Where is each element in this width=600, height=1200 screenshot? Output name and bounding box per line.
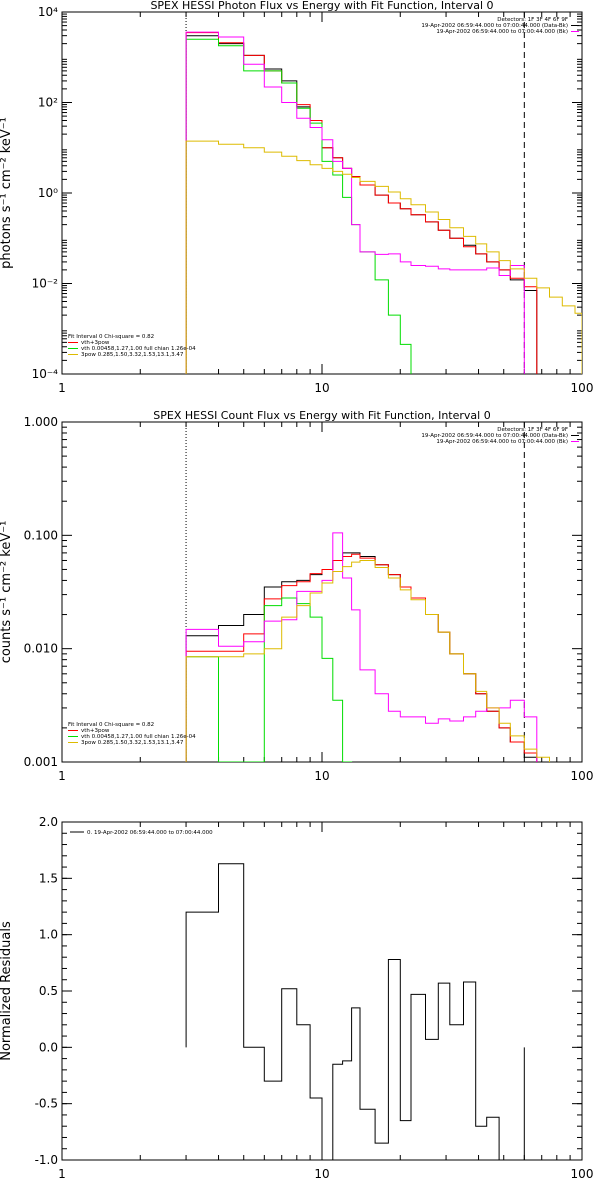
y-tick-label: 0.0 [39,1040,58,1054]
photon-flux-chart: SPEX HESSI Photon Flux vs Energy with Fi… [0,0,594,395]
y-tick-label: 0.001 [24,755,58,769]
y-tick-label: -0.5 [35,1097,58,1111]
fit-legend-entry: Fit Interval 0 Chi-square = 0.82 [68,334,154,340]
legend-entry: 0. 19-Apr-2002 06:59:44.000 to 07:00:44.… [87,830,213,836]
y-tick-label: -1.0 [35,1153,58,1167]
x-tick-label: 100 [571,381,594,395]
y-tick-label: 1.000 [24,415,58,429]
y-tick-label: 1.5 [39,871,58,885]
chart-title: SPEX HESSI Count Flux vs Energy with Fit… [153,409,490,422]
legend-entry: Detectors: 1F 3F 4F 6F 9F [497,427,568,433]
legend-entry: 19-Apr-2002 06:59:44.000 to 07:00:44.000… [421,23,568,29]
legend-entry: Detectors: 1F 3F 4F 6F 9F [497,17,568,23]
histogram-series-0 [185,35,538,374]
fit-legend-entry: 3pow 0.285,1.50,3.32,1.53,13.1,3.47 [81,740,184,746]
legend-entry: 19-Apr-2002 06:59:44.000 to 07:00:44.000… [421,433,568,439]
x-tick-label: 1 [58,769,66,783]
x-tick-label: 1 [58,1167,66,1181]
x-tick-label: 10 [314,769,329,783]
x-tick-label: 10 [314,381,329,395]
histogram-series-0 [185,552,538,762]
y-tick-label: 10⁰ [38,186,58,200]
legend-entry: 19-Apr-2002 06:59:44.000 to 07:00:44.000… [436,29,568,35]
y-tick-label: 10⁴ [38,5,58,19]
data-series-group [185,863,525,1160]
plot-frame [61,11,583,375]
fit-legend-entry: vth 0.00458,1.27,1.00 full chian 1.26e-0… [81,734,196,740]
count-flux-chart: SPEX HESSI Count Flux vs Energy with Fit… [0,409,594,783]
histogram-series-3 [185,31,525,374]
histogram-series-2 [185,38,412,374]
x-tick-label: 100 [571,1167,594,1181]
y-tick-label: 10⁻⁴ [32,367,59,381]
fit-legend-entry: Fit Interval 0 Chi-square = 0.82 [68,722,154,728]
y-tick-label: 1.0 [39,928,58,942]
fit-legend-entry: vth+3pow [81,340,110,346]
x-tick-label: 10 [314,1167,329,1181]
histogram-series-4 [185,140,582,374]
y-axis-label: counts s⁻¹ cm⁻² keV⁻¹ [0,521,14,664]
fit-legend-entry: 3pow 0.285,1.50,3.32,1.53,13.1,3.47 [81,352,184,358]
histogram-series-1 [185,553,538,762]
fit-legend-entry: vth 0.00458,1.27,1.00 full chian 1.26e-0… [81,346,196,352]
histogram-series-1 [185,32,538,374]
residuals-chart: Normalized Residuals 1 10 100 -1.0 -0.5 0.0 0.5… [0,815,593,1181]
y-axis-label: photons s⁻¹ cm⁻² keV⁻¹ [0,117,14,269]
y-tick-label: 2.0 [39,815,58,829]
histogram-series-4 [185,560,550,762]
fit-legend-entry: vth+3pow [81,728,110,734]
x-tick-label: 1 [58,381,66,395]
x-tick-label: 100 [571,769,594,783]
histogram-series-0 [185,863,525,1160]
y-tick-label: 10⁻² [32,277,59,291]
y-tick-label: 0.100 [24,528,58,542]
y-axis-label: Normalized Residuals [0,921,14,1061]
histogram-series-3 [185,532,538,762]
chart-title: SPEX HESSI Photon Flux vs Energy with Fi… [150,0,493,12]
legend-entry: 19-Apr-2002 06:59:44.000 to 07:00:44.000… [436,439,568,445]
data-series-group [185,31,582,374]
data-series-group [185,532,550,762]
y-tick-label: 0.010 [24,642,58,656]
y-tick-label: 0.5 [39,984,58,998]
y-tick-label: 10² [38,96,58,110]
